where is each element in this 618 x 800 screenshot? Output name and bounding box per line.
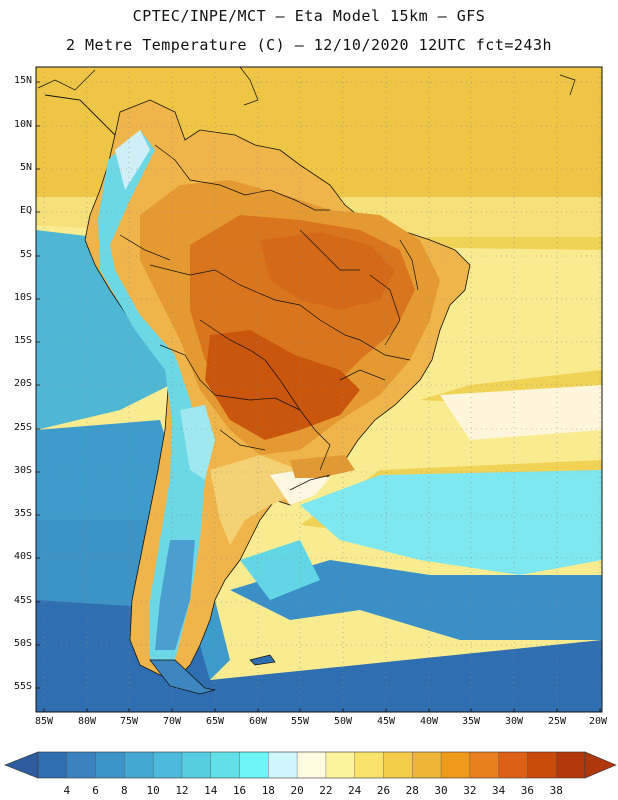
colorbar-tick-label: 6 <box>92 784 99 797</box>
lat-label: 5N <box>19 162 32 173</box>
colorbar-swatch <box>297 752 327 778</box>
lon-label: 40W <box>419 716 439 727</box>
map-frame <box>35 66 603 713</box>
lon-label: 70W <box>162 716 182 727</box>
colorbar-tick-label: 18 <box>261 784 275 797</box>
lat-label: 20S <box>13 378 32 389</box>
colorbar-tick-label: 36 <box>520 784 535 797</box>
colorbar-tick-label: 22 <box>319 784 333 797</box>
colorbar-swatch <box>268 752 298 778</box>
map-title-line1: CPTEC/INPE/MCT – Eta Model 15km – GFS <box>132 7 486 25</box>
lat-label: 15N <box>13 75 32 86</box>
lat-label: 55S <box>13 681 32 692</box>
colorbar-tick-label: 8 <box>121 784 128 797</box>
lon-label: 25W <box>547 716 567 727</box>
colorbar-tick-label: 34 <box>492 784 506 797</box>
lon-label: 20W <box>588 716 608 727</box>
lat-label: 50S <box>13 638 32 649</box>
color-scale-bar <box>4 751 617 779</box>
colorbar-swatch <box>354 752 384 778</box>
lat-label: 45S <box>13 595 32 606</box>
lat-label: 10N <box>13 119 32 130</box>
colorbar-swatch <box>441 752 471 778</box>
lat-label: 25S <box>13 422 32 433</box>
colorbar-swatch <box>181 752 212 778</box>
colorbar-tick-label: 32 <box>463 784 477 797</box>
lon-label: 30W <box>504 716 524 727</box>
colorbar-tick-label: 28 <box>405 784 419 797</box>
colorbar-swatch <box>556 752 586 778</box>
map-title-line2: 2 Metre Temperature (C) – 12/10/2020 12U… <box>65 36 553 54</box>
colorbar-swatch <box>412 752 442 778</box>
colorbar-swatch <box>239 752 269 778</box>
lon-label: 55W <box>290 716 310 727</box>
lon-label: 45W <box>376 716 396 727</box>
colorbar-swatch <box>38 752 68 778</box>
colorbar-tick-label: 26 <box>376 784 391 797</box>
colorbar-high-arrow <box>584 751 617 779</box>
lon-label: 85W <box>34 716 54 727</box>
axis-ticks <box>36 81 601 712</box>
lon-label: 35W <box>461 716 481 727</box>
colorbar-tick-label: 16 <box>232 784 247 797</box>
colorbar-low-arrow <box>4 751 39 779</box>
lat-label: 30S <box>13 465 32 476</box>
colorbar-swatch <box>153 752 183 778</box>
colorbar-tick-label: 4 <box>63 784 71 797</box>
lat-label: 10S <box>13 292 32 303</box>
country-borders <box>119 144 419 491</box>
colorbar-tick-label: 24 <box>348 784 362 797</box>
colorbar-swatch <box>498 752 528 778</box>
lat-label: 35S <box>13 508 32 519</box>
lat-label: 40S <box>13 551 32 562</box>
colorbar-tick-label: 14 <box>204 784 218 797</box>
lon-label: 50W <box>333 716 353 727</box>
lon-label: 60W <box>248 716 268 727</box>
colorbar-tick-label: 10 <box>146 784 160 797</box>
lat-label: EQ <box>19 205 32 216</box>
colorbar-swatch <box>124 752 154 778</box>
colorbar-swatch <box>383 752 413 778</box>
lon-label: 80W <box>77 716 97 727</box>
colorbar-swatch <box>469 752 500 778</box>
colorbar-swatch <box>527 752 557 778</box>
colorbar-tick-label: 38 <box>549 784 563 797</box>
colorbar-swatch <box>325 752 356 778</box>
colorbar-swatch <box>210 752 240 778</box>
lon-label: 75W <box>119 716 139 727</box>
lon-label: 65W <box>205 716 225 727</box>
lat-label: 5S <box>19 249 32 260</box>
colorbar-swatch <box>66 752 96 778</box>
colorbar-swatch <box>95 752 125 778</box>
colorbar-tick-label: 30 <box>434 784 448 797</box>
colorbar-tick-label: 12 <box>175 784 189 797</box>
colorbar-tick-label: 20 <box>290 784 304 797</box>
lat-label: 15S <box>13 335 32 346</box>
